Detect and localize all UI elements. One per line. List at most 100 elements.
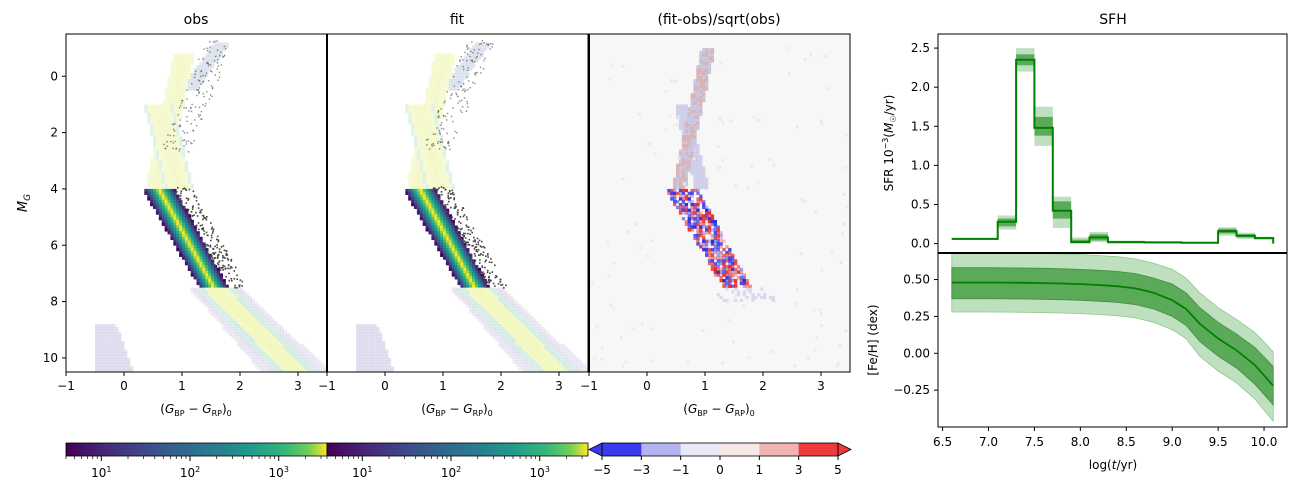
scatter-point: [456, 132, 458, 134]
heatmap-cell: [501, 287, 505, 291]
scatter-point: [454, 130, 456, 133]
heatmap-cell: [431, 141, 435, 145]
heatmap-cell: [799, 252, 803, 256]
scatter-point: [459, 59, 461, 61]
heatmap-cell: [707, 239, 712, 243]
heatmap-cell: [684, 197, 688, 201]
heatmap-cell: [240, 304, 244, 308]
scatter-point: [175, 148, 177, 150]
scatter-point: [186, 211, 189, 214]
scatter-point: [204, 243, 207, 246]
heatmap-cell: [687, 217, 691, 221]
heatmap-cell: [170, 194, 174, 198]
heatmap-cell: [161, 118, 165, 122]
heatmap-cell: [153, 126, 157, 131]
scatter-point: [198, 91, 201, 94]
heatmap-cell: [550, 341, 554, 345]
heatmap-cell: [621, 364, 625, 368]
heatmap-cell: [716, 239, 720, 243]
heatmap-cell: [454, 276, 458, 280]
heatmap-cell: [693, 129, 697, 133]
heatmap-cell: [182, 166, 186, 170]
heatmap-cell: [696, 211, 700, 215]
scatter-point: [500, 284, 502, 286]
heatmap-cell: [684, 219, 688, 224]
heatmap-cell: [208, 276, 212, 280]
heatmap-cell: [277, 332, 281, 336]
scatter-point: [463, 88, 465, 90]
heatmap-cell: [187, 245, 192, 249]
heatmap-cell: [564, 355, 569, 359]
heatmap-cell: [184, 81, 189, 86]
heatmap-cell: [518, 360, 522, 364]
heatmap-cell: [205, 253, 209, 257]
heatmap-cell: [448, 174, 453, 179]
heatmap-cell: [434, 163, 438, 167]
heatmap-cell: [477, 295, 482, 300]
heatmap-cell: [356, 329, 360, 333]
heatmap-cell: [728, 250, 732, 255]
heatmap-cell: [448, 239, 453, 243]
heatmap-cell: [419, 183, 424, 187]
heatmap-cell: [702, 79, 706, 83]
heatmap-cell: [416, 183, 421, 187]
heatmap-cell: [518, 346, 522, 350]
heatmap-cell: [719, 239, 723, 243]
heatmap-cell: [506, 326, 511, 331]
heatmap-cell: [187, 64, 192, 69]
heatmap-cell: [425, 166, 429, 170]
scatter-point: [460, 238, 463, 241]
heatmap-cell: [199, 64, 203, 69]
heatmap-cell: [544, 363, 548, 367]
heatmap-cell: [451, 248, 455, 252]
heatmap-cell: [182, 231, 186, 235]
heatmap-cell: [550, 338, 554, 342]
heatmap-cell: [425, 191, 429, 195]
heatmap-cell: [690, 115, 694, 119]
scatter-point: [222, 266, 224, 269]
heatmap-cell: [440, 169, 444, 173]
heatmap-cell: [225, 301, 229, 305]
scatter-point: [487, 44, 490, 46]
heatmap-cell: [707, 256, 712, 260]
heatmap-cell: [295, 366, 299, 370]
heatmap-cell: [289, 357, 293, 362]
scatter-point: [216, 62, 219, 64]
heatmap-cell: [199, 250, 203, 255]
heatmap-cell: [806, 357, 810, 360]
heatmap-cell: [483, 312, 487, 317]
scatter-point: [448, 145, 450, 147]
heatmap-cell: [448, 262, 453, 266]
heatmap-cell: [699, 73, 703, 77]
heatmap-cell: [248, 301, 252, 305]
scatter-point: [202, 227, 205, 229]
heatmap-cell: [696, 121, 700, 125]
heatmap-cell: [474, 279, 479, 283]
heatmap-cell: [559, 352, 563, 356]
heatmap-cell: [376, 369, 380, 372]
heatmap-cell: [367, 349, 371, 353]
heatmap-cell: [321, 366, 325, 370]
heatmap-cell: [506, 321, 511, 325]
scatter-point: [436, 127, 438, 129]
heatmap-cell: [696, 222, 700, 226]
heatmap-cell: [509, 352, 513, 356]
heatmap-cell: [564, 363, 569, 367]
heatmap-cell: [280, 369, 284, 372]
scatter-point: [190, 123, 193, 125]
heatmap-cell: [451, 231, 455, 235]
heatmap-cell: [153, 110, 157, 114]
heatmap-cell: [434, 73, 438, 77]
heatmap-cell: [434, 56, 438, 60]
heatmap-cell: [269, 335, 273, 339]
heatmap-cell: [693, 143, 697, 148]
heatmap-cell: [527, 357, 531, 362]
heatmap-cell: [431, 62, 435, 66]
heatmap-cell: [161, 155, 165, 159]
heatmap-cell: [370, 335, 374, 339]
heatmap-cell: [463, 62, 467, 66]
heatmap-cell: [593, 357, 597, 361]
heatmap-cell: [451, 225, 455, 229]
heatmap-cell: [173, 172, 177, 176]
heatmap-cell: [199, 67, 203, 72]
